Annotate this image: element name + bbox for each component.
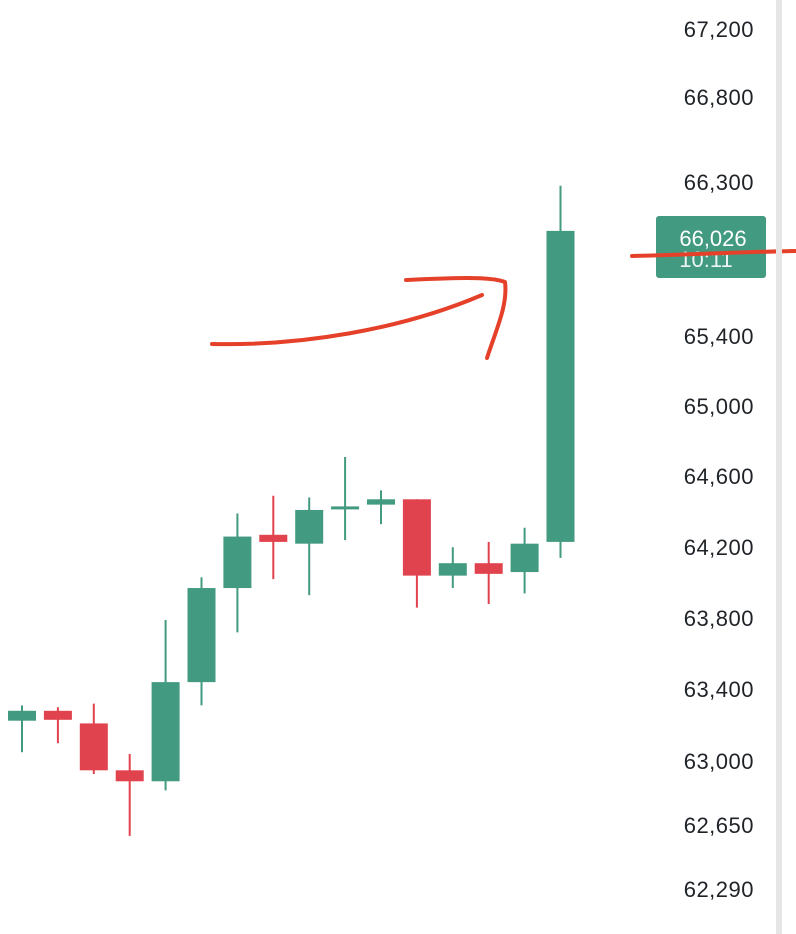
annotation-arrow xyxy=(210,276,508,360)
candles-layer xyxy=(8,185,575,836)
candle xyxy=(331,457,360,541)
candle-body xyxy=(43,710,72,720)
candle-body xyxy=(223,536,252,589)
candle-body xyxy=(402,499,431,576)
candle-body xyxy=(331,506,360,510)
candle xyxy=(43,707,72,744)
price-tick-label: 63,800 xyxy=(684,606,754,631)
price-tick-label: 63,000 xyxy=(684,749,754,774)
candle-body xyxy=(295,509,324,544)
price-tick-label: 66,300 xyxy=(684,170,754,195)
candle xyxy=(187,577,216,706)
candle-body xyxy=(187,588,216,683)
current-price-label: 66,026 xyxy=(679,226,746,251)
candle xyxy=(474,541,503,605)
current-price-tag: 66,026 10:11 xyxy=(656,216,766,278)
candle xyxy=(151,620,180,791)
candle xyxy=(223,513,252,633)
price-tick-label: 64,600 xyxy=(684,464,754,489)
candle xyxy=(402,499,431,608)
candle xyxy=(438,547,467,589)
candle xyxy=(367,490,395,525)
price-tick-label: 62,290 xyxy=(684,877,754,902)
candle-body xyxy=(510,543,539,573)
scrollbar-track[interactable] xyxy=(776,0,782,934)
candle-body xyxy=(259,534,288,542)
candle-body xyxy=(474,563,503,574)
candle-body xyxy=(8,710,36,721)
candle xyxy=(546,185,575,558)
candle-body xyxy=(438,563,467,576)
candle-body xyxy=(367,499,395,505)
candle xyxy=(8,705,36,753)
candle xyxy=(259,495,288,580)
price-tick-label: 62,650 xyxy=(684,813,754,838)
price-tick-label: 63,400 xyxy=(684,677,754,702)
price-tick-label: 64,200 xyxy=(684,535,754,560)
price-tick-label: 65,000 xyxy=(684,394,754,419)
candle-body xyxy=(79,723,108,771)
price-tick-label: 67,200 xyxy=(684,17,754,42)
price-axis: 67,200 66,800 66,300 65,400 65,000 64,600 64,2… xyxy=(684,17,754,902)
candle xyxy=(115,754,144,836)
candle-body xyxy=(115,770,144,782)
price-tick-label: 65,400 xyxy=(684,324,754,349)
candle xyxy=(79,703,108,774)
price-tick-label: 66,800 xyxy=(684,85,754,110)
candle xyxy=(510,527,539,594)
candle xyxy=(295,497,324,596)
countdown-label: 10:11 xyxy=(679,247,732,272)
candle-body xyxy=(151,682,180,782)
candle-body xyxy=(546,230,575,542)
